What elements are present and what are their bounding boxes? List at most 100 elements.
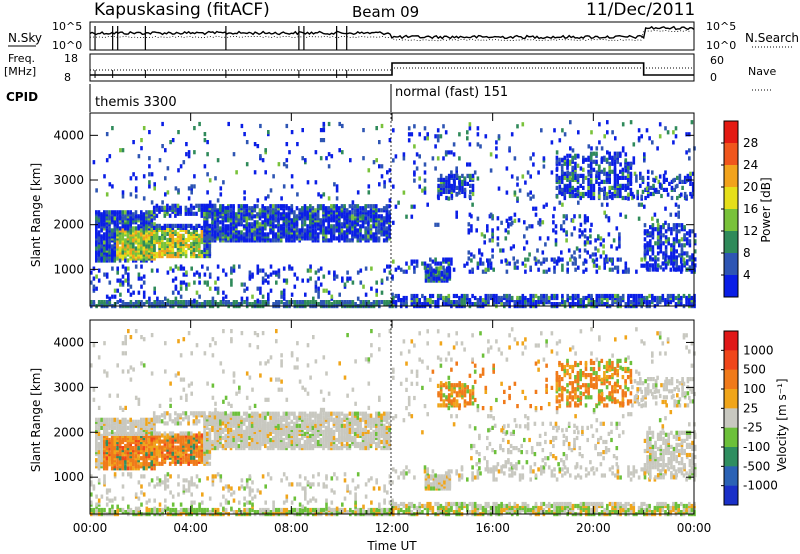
range-cell [190, 507, 193, 513]
range-cell [95, 274, 98, 279]
range-cell [253, 214, 257, 219]
range-cell [253, 142, 257, 147]
range-cell [324, 234, 328, 239]
range-cell [685, 150, 688, 155]
range-cell [629, 165, 633, 170]
range-cell [92, 266, 96, 271]
range-cell [463, 187, 467, 192]
range-cell [656, 257, 660, 262]
range-cell [643, 229, 647, 234]
range-cell [436, 134, 440, 139]
range-cell [189, 203, 193, 208]
range-cell [380, 208, 383, 213]
range-cell [437, 183, 440, 188]
range-cell [222, 180, 225, 185]
range-cell [566, 153, 569, 158]
range-cell [309, 218, 312, 223]
range-cell [421, 188, 424, 193]
range-cell [664, 170, 667, 175]
range-cell [372, 232, 375, 237]
range-cell [184, 223, 188, 228]
range-cell [242, 232, 246, 237]
range-cell [603, 195, 606, 201]
range-cell [643, 237, 647, 242]
range-cell [290, 292, 294, 297]
range-cell [629, 162, 633, 167]
range-cell [108, 431, 111, 436]
range-cell [571, 218, 575, 223]
range-cell [554, 230, 558, 235]
range-cell [108, 437, 111, 443]
range-cell [187, 196, 191, 201]
range-cell [132, 172, 135, 177]
range-cell [140, 300, 143, 305]
range-cell [458, 180, 461, 185]
range-cell [193, 150, 196, 155]
range-cell [264, 278, 267, 283]
range-cell [693, 233, 697, 238]
range-cell [560, 224, 563, 229]
range-cell [126, 466, 130, 471]
range-cell [528, 252, 531, 257]
range-cell [573, 250, 576, 255]
range-cell [295, 228, 299, 233]
range-cell [651, 223, 655, 228]
range-cell [190, 231, 193, 236]
range-cell [197, 203, 201, 208]
range-cell [669, 293, 673, 299]
range-cell [129, 176, 133, 181]
range-cell [303, 204, 307, 209]
range-cell [282, 208, 286, 213]
range-cell [340, 228, 344, 233]
range-cell [575, 246, 579, 251]
range-cell [558, 138, 562, 143]
range-cell [161, 445, 164, 450]
range-cell [496, 242, 500, 247]
range-cell [629, 293, 633, 299]
range-cell [664, 239, 668, 244]
range-cell [121, 148, 125, 153]
range-cell [211, 232, 214, 237]
range-cell [666, 293, 670, 299]
range-cell [624, 152, 628, 157]
range-cell [253, 230, 257, 235]
range-cell [177, 266, 180, 271]
range-cell [267, 194, 270, 199]
range-cell [444, 130, 448, 135]
range-cell [232, 234, 235, 239]
range-cell [579, 173, 582, 178]
range-cell [561, 263, 564, 268]
range-cell [140, 214, 143, 219]
range-cell [683, 251, 686, 256]
range-cell [624, 261, 628, 266]
range-cell [177, 168, 180, 173]
range-cell [681, 185, 684, 190]
range-cell [399, 298, 403, 303]
range-cell [179, 286, 183, 291]
range-cell [156, 296, 159, 301]
range-cell [537, 220, 540, 225]
range-cell [410, 293, 414, 299]
range-cell [341, 300, 344, 305]
range-cell [187, 300, 191, 305]
range-cell [90, 507, 93, 513]
range-cell [540, 128, 543, 133]
range-cell [538, 218, 542, 223]
range-cell [589, 254, 592, 259]
range-cell [171, 451, 175, 456]
range-cell [364, 300, 368, 305]
range-cell [166, 223, 169, 228]
range-cell [108, 226, 111, 231]
range-cell [573, 214, 576, 219]
range-cell [296, 192, 299, 197]
range-cell [108, 507, 112, 513]
range-cell [565, 230, 568, 235]
y-tick-label: 1000 [53, 262, 84, 276]
range-cell [563, 171, 567, 176]
range-cell [388, 270, 392, 275]
range-cell [591, 258, 595, 263]
range-cell [635, 178, 638, 183]
range-cell [348, 204, 352, 209]
range-cell [613, 177, 617, 182]
range-cell [688, 255, 692, 260]
